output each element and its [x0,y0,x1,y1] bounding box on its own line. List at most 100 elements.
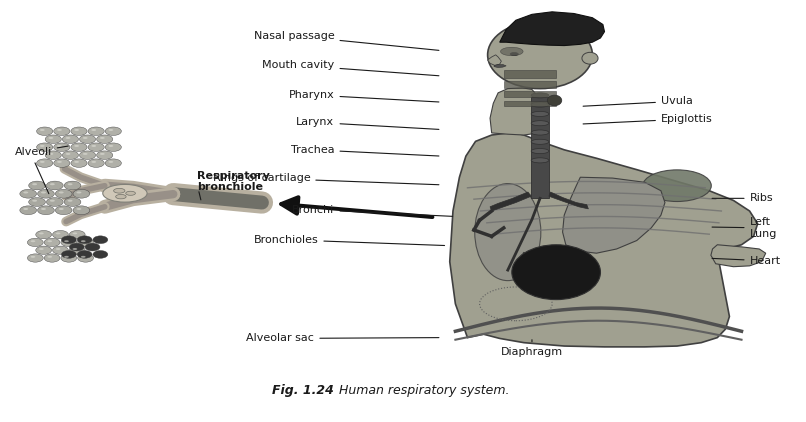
Ellipse shape [29,181,45,190]
Text: Uvula: Uvula [583,96,693,106]
Bar [504,91,556,97]
Ellipse shape [27,254,44,262]
Ellipse shape [54,159,70,168]
Ellipse shape [57,145,62,147]
Ellipse shape [91,161,96,163]
Ellipse shape [488,21,592,89]
Ellipse shape [114,188,125,193]
Text: Fig. 1.24: Fig. 1.24 [272,384,339,397]
Ellipse shape [73,206,89,215]
Text: Rings of cartilage: Rings of cartilage [213,173,439,185]
Bar [531,97,549,198]
Ellipse shape [48,240,52,242]
Ellipse shape [61,254,77,262]
Ellipse shape [39,233,44,234]
Ellipse shape [97,151,113,160]
Ellipse shape [62,151,78,160]
Ellipse shape [57,129,62,131]
Ellipse shape [36,143,53,151]
Ellipse shape [71,143,87,151]
Text: Nasal passage: Nasal passage [254,31,439,50]
Ellipse shape [88,159,104,168]
Polygon shape [711,245,766,267]
Ellipse shape [77,251,92,258]
Ellipse shape [81,256,85,258]
Ellipse shape [77,192,81,194]
Ellipse shape [531,93,549,98]
Polygon shape [563,177,665,253]
Ellipse shape [50,200,55,202]
Bar [504,70,556,78]
Ellipse shape [85,243,100,251]
Ellipse shape [44,254,60,262]
Ellipse shape [126,191,135,195]
Ellipse shape [48,256,52,258]
Text: Larynx: Larynx [297,117,439,130]
Ellipse shape [68,200,73,202]
Ellipse shape [102,184,147,202]
Ellipse shape [40,129,44,131]
Ellipse shape [38,189,54,198]
Ellipse shape [69,243,84,251]
Ellipse shape [56,233,60,234]
Ellipse shape [100,137,105,139]
Ellipse shape [109,161,114,163]
Bar [504,81,556,88]
Text: Ribs: Ribs [712,193,773,203]
Ellipse shape [64,240,69,242]
Text: Left
Lung: Left Lung [712,217,777,239]
Ellipse shape [59,208,64,210]
Ellipse shape [71,159,87,168]
Polygon shape [549,192,588,209]
Ellipse shape [100,153,105,155]
Ellipse shape [64,197,81,206]
Ellipse shape [54,127,70,135]
Ellipse shape [88,143,104,151]
Polygon shape [490,88,542,135]
Ellipse shape [83,153,88,155]
Ellipse shape [71,127,87,135]
Ellipse shape [23,192,28,194]
Ellipse shape [93,251,108,258]
Ellipse shape [39,248,44,250]
Ellipse shape [40,161,44,163]
Ellipse shape [20,206,36,215]
Ellipse shape [105,127,122,135]
Text: Alveolar sac: Alveolar sac [247,333,439,344]
Ellipse shape [23,208,28,210]
Polygon shape [450,133,758,347]
Ellipse shape [47,197,63,206]
Text: Heart: Heart [712,256,781,266]
Ellipse shape [83,137,88,139]
Polygon shape [490,192,531,211]
Ellipse shape [48,153,53,155]
Ellipse shape [77,236,92,243]
Ellipse shape [61,238,77,246]
Ellipse shape [31,256,35,258]
Polygon shape [488,55,501,65]
Text: Alveoli: Alveoli [15,146,69,157]
Bar [504,101,556,106]
Ellipse shape [52,230,69,239]
Ellipse shape [531,149,549,154]
Ellipse shape [77,254,93,262]
Ellipse shape [29,197,45,206]
Ellipse shape [73,189,89,198]
Ellipse shape [36,127,53,135]
Ellipse shape [45,135,61,143]
Ellipse shape [32,183,37,185]
Ellipse shape [73,233,77,234]
Ellipse shape [531,121,549,126]
Ellipse shape [41,192,46,194]
Ellipse shape [105,159,122,168]
Ellipse shape [531,139,549,144]
Ellipse shape [65,153,70,155]
Text: Respiratory
bronchiole: Respiratory bronchiole [197,170,270,192]
Ellipse shape [512,245,600,300]
Ellipse shape [56,248,60,250]
Text: Bronchioles: Bronchioles [254,235,445,246]
Ellipse shape [41,208,46,210]
Ellipse shape [109,129,114,131]
Ellipse shape [74,129,79,131]
Ellipse shape [475,184,541,281]
